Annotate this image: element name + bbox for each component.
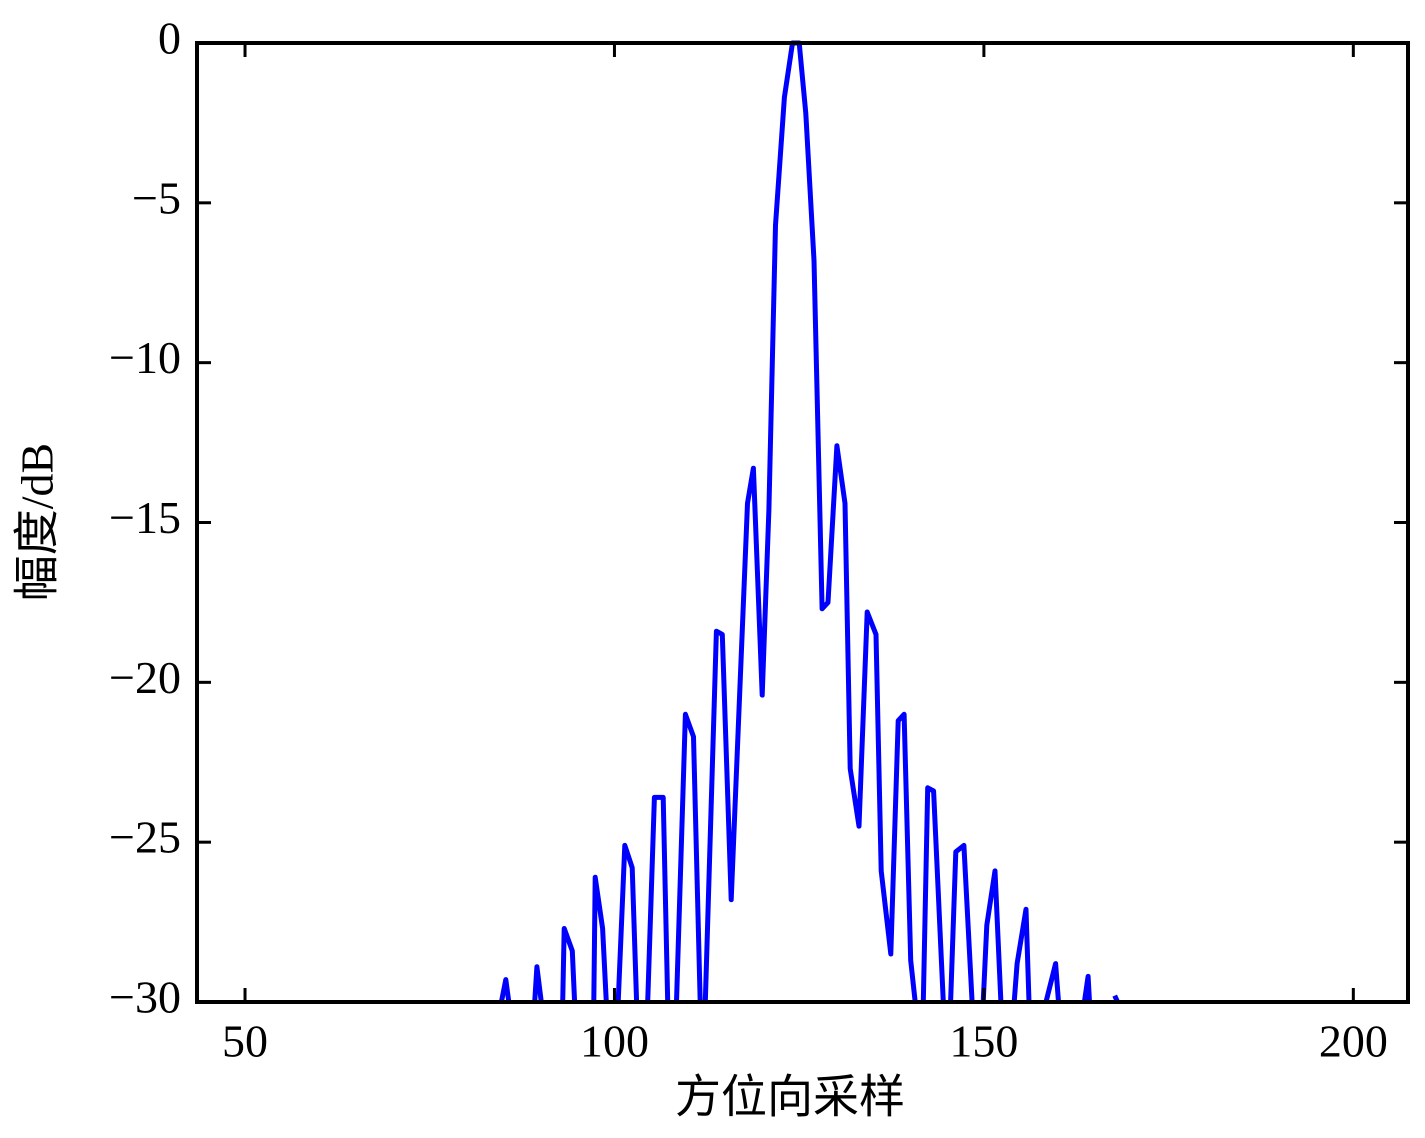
x-tick-label: 100 [580,1016,649,1067]
x-tick-label: 200 [1319,1016,1388,1067]
y-tick-label: −25 [109,812,181,863]
y-tick-label: −30 [109,972,181,1023]
x-axis-label: 方位向采样 [675,1072,905,1123]
axes-box [195,41,1410,1004]
y-tick-label: 0 [158,13,181,64]
y-tick-label: −10 [109,332,181,383]
x-tick-label: 150 [949,1016,1018,1067]
y-axis-label: 幅度/dB [12,443,63,601]
x-tick-label: 50 [222,1016,268,1067]
y-tick-label: −20 [109,652,181,703]
y-tick-label: −5 [132,172,181,223]
data-line [498,40,1120,1002]
y-tick-label: −15 [109,492,181,543]
